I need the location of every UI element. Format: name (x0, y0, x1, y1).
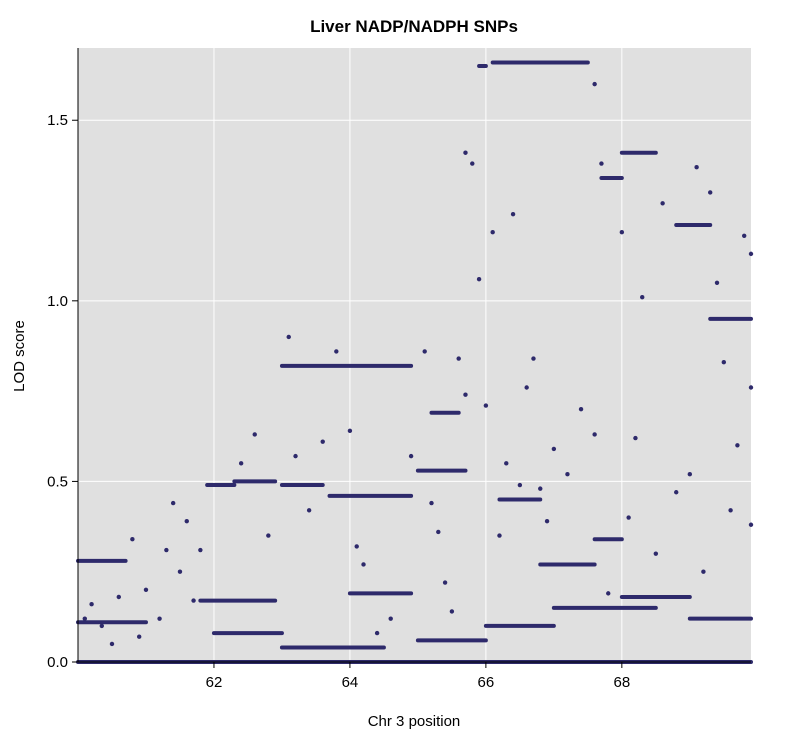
axes: 62 64 66 68 0.0 0.5 1.0 1.5 (47, 48, 751, 691)
snp-point (748, 251, 754, 257)
snp-point (82, 616, 87, 621)
snp-point (374, 630, 380, 636)
snp-point (89, 602, 94, 607)
snp-point (578, 406, 584, 412)
snp-point (470, 161, 475, 166)
snp-point (708, 190, 713, 195)
snp-point (334, 349, 339, 354)
snp-point (497, 533, 502, 538)
snp-point (748, 522, 754, 527)
snp-point (653, 551, 659, 556)
snp-point (157, 616, 162, 621)
snp-point (177, 569, 183, 574)
snp-point (606, 591, 611, 596)
snp-point (306, 508, 312, 513)
snp-point (463, 392, 468, 397)
snp-point (164, 547, 169, 553)
snp-point (517, 482, 523, 488)
snp-point (442, 580, 448, 585)
snp-point (538, 486, 543, 491)
snp-point (436, 529, 441, 535)
x-axis-label: Chr 3 position (368, 713, 461, 730)
plot-panel (78, 48, 751, 662)
snp-point (422, 349, 427, 354)
snp-point (748, 385, 754, 390)
chart-title: Liver NADP/NADPH SNPs (310, 17, 518, 36)
snp-point (524, 385, 529, 390)
snp-point (531, 356, 536, 361)
y-tick-label: 0.0 (47, 654, 68, 671)
snp-point (510, 211, 516, 217)
snp-point (674, 490, 679, 495)
snp-point (721, 360, 727, 365)
snp-point (551, 446, 557, 452)
snp-point (408, 453, 414, 459)
snp-point (116, 594, 121, 600)
snp-point (347, 428, 353, 434)
snp-point (640, 295, 645, 300)
snp-point (184, 518, 189, 524)
snp-point (361, 562, 366, 567)
snp-point (694, 164, 699, 170)
snp-point (701, 569, 706, 574)
snp-point (463, 150, 468, 155)
snp-point (742, 233, 747, 239)
snp-point (143, 587, 149, 592)
snp-point (592, 432, 597, 437)
gridlines (78, 48, 751, 663)
snp-point (293, 453, 298, 459)
y-axis-label: LOD score (11, 320, 28, 392)
snp-point (191, 598, 196, 603)
snp-point (633, 435, 638, 441)
snp-point (354, 544, 359, 549)
snp-point (476, 276, 482, 282)
snp-point (626, 515, 631, 520)
snp-point (483, 403, 489, 408)
snp-point (449, 609, 455, 614)
snp-point (490, 230, 495, 235)
snp-point (544, 518, 550, 524)
snp-point (99, 623, 104, 629)
snp-point (238, 461, 244, 466)
snp-point (429, 500, 434, 506)
snp-point (592, 81, 597, 87)
snp-point (714, 280, 720, 285)
snp-point (660, 201, 665, 206)
snp-point (170, 500, 176, 506)
snp-point (130, 537, 135, 542)
snp-point (504, 461, 509, 466)
snp-point (735, 443, 740, 448)
x-tick-label: 66 (478, 674, 495, 691)
x-tick-label: 64 (342, 674, 359, 691)
snp-point (619, 230, 625, 235)
x-tick-label: 62 (206, 674, 223, 691)
y-tick-label: 0.5 (47, 473, 68, 490)
y-tick-label: 1.5 (47, 112, 68, 129)
snp-point (599, 161, 604, 166)
snp-point (286, 334, 291, 340)
snp-point (456, 356, 461, 361)
snp-point (252, 432, 257, 437)
snp-point (109, 641, 115, 647)
snp-point (565, 471, 570, 477)
snp-point (136, 634, 142, 639)
snp-point (388, 616, 393, 621)
snp-point (320, 439, 325, 444)
snp-point (198, 547, 203, 553)
x-tick-label: 68 (613, 674, 630, 691)
snp-point (687, 471, 693, 477)
snp-point (728, 508, 733, 513)
y-tick-label: 1.0 (47, 293, 68, 310)
snp-point (266, 533, 271, 538)
